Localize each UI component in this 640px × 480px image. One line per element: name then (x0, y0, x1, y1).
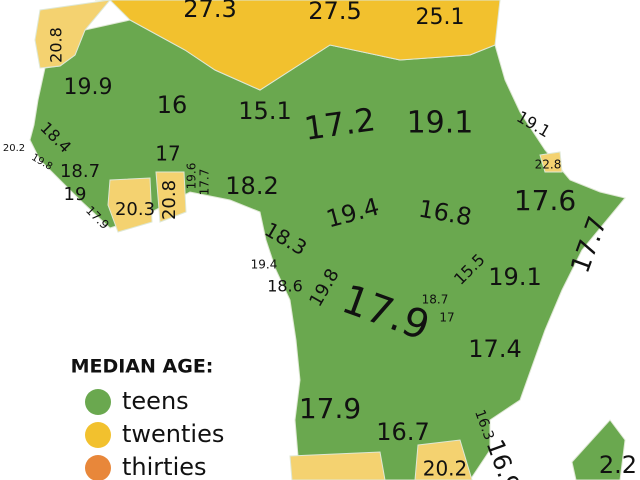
legend: MEDIAN AGE: teens twenties thirties (71, 356, 224, 480)
southwest-twenties (289, 451, 386, 480)
country-median-age: 20.2 (3, 143, 25, 154)
country-median-age: 19.9 (64, 75, 113, 100)
country-median-age: 27.3 (183, 0, 236, 23)
madagascar (571, 419, 626, 480)
djibouti-twenties (539, 151, 563, 173)
legend-label: thirties (122, 453, 207, 480)
land (29, 0, 626, 480)
country-median-age: 19.1 (407, 106, 474, 141)
country-median-age: 15.1 (238, 97, 291, 125)
legend-label: teens (122, 387, 189, 415)
country-median-age: 18.6 (267, 277, 303, 296)
country-median-age: 18.7 (60, 161, 100, 182)
ivory-coast-twenties (107, 177, 153, 233)
country-median-age: 17.4 (468, 335, 521, 363)
country-median-age: 25.1 (416, 5, 465, 30)
country-median-age: 16.7 (376, 418, 429, 446)
legend-title: MEDIAN AGE: (71, 356, 214, 378)
country-median-age: 17 (439, 311, 454, 325)
country-median-age: 18.2 (225, 172, 278, 200)
legend-items: teens twenties thirties (85, 387, 224, 480)
north-africa-twenties (95, 0, 501, 91)
country-median-age: 22.8 (535, 158, 562, 172)
ghana-twenties (155, 171, 187, 223)
legend-swatch (85, 455, 111, 480)
legend-swatch (85, 389, 111, 415)
country-median-age: 19.6 (185, 163, 199, 190)
country-median-age: 20.8 (159, 180, 180, 220)
country-median-age: 16 (157, 91, 188, 119)
country-median-age: 17 (155, 142, 180, 166)
country-median-age: 2.2 (599, 451, 637, 479)
country-median-age: 19.4 (251, 258, 278, 272)
legend-label: twenties (122, 420, 224, 448)
country-median-age: 17.7 (198, 169, 212, 196)
morocco-twenties (34, 0, 111, 69)
south-africa-twenties (414, 439, 473, 480)
country-median-age: 20.8 (47, 27, 66, 63)
country-median-age: 20.2 (423, 457, 468, 480)
country-median-age: 19.1 (488, 263, 541, 291)
country-median-age: 19 (64, 184, 87, 205)
country-median-age: 16.9 (481, 436, 526, 480)
country-median-age: 17.6 (514, 184, 576, 217)
legend-swatch (85, 422, 111, 448)
country-median-age: 18.7 (422, 293, 449, 307)
country-median-age: 27.5 (308, 0, 361, 25)
country-median-age: 17.9 (299, 392, 361, 425)
country-median-age: 20.3 (115, 199, 155, 220)
